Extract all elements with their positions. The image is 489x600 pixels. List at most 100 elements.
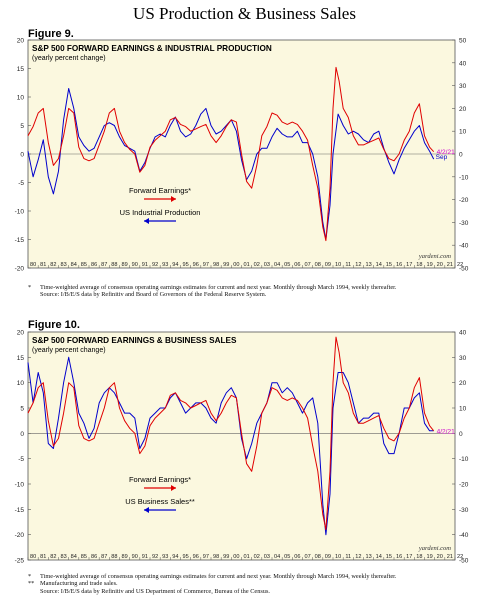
left-tick-label: -25 [15,558,25,565]
left-tick-label: -5 [18,180,24,187]
left-tick-label: -10 [15,482,25,489]
x-tick-label: 04 [274,262,280,268]
x-tick-label: 06 [294,262,300,268]
chart-title: S&P 500 FORWARD EARNINGS & BUSINESS SALE… [32,336,237,345]
footnote-text: Source: I/B/E/S data by Refinitiv and US… [40,587,270,595]
right-tick-label: -40 [459,243,469,250]
right-tick-label: -20 [459,197,469,204]
x-tick-label: 00 [233,554,239,560]
x-tick-label: 22 [457,262,463,268]
axes: -25-20-15-10-505101520-50-40-30-20-10010… [15,330,469,565]
x-tick-label: 20 [437,262,443,268]
legend-arrow-head [171,485,176,491]
right-tick-label: 20 [459,380,467,387]
footnote-mark: ** [28,580,35,588]
x-tick-label: 16 [396,554,402,560]
left-tick-label: -10 [15,209,25,216]
x-tick-label: 84 [71,262,77,268]
x-tick-label: 17 [406,262,412,268]
right-tick-label: 10 [459,406,467,413]
right-tick-label: -30 [459,220,469,227]
x-tick-label: 84 [71,554,77,560]
footnote-text: Time-weighted average of consensus opera… [40,284,397,291]
left-tick-label: 0 [20,431,24,438]
footnote-mark: * [28,573,32,580]
x-tick-label: 86 [91,262,97,268]
legend-label-forward-earnings: Forward Earnings* [129,186,191,195]
x-tick-label: 87 [101,262,107,268]
x-tick-label: 01 [243,554,249,560]
footnote: * Time-weighted average of consensus oper… [28,284,468,291]
right-tick-label: 40 [459,60,467,67]
chart-subtitle: (yearly percent change) [32,347,106,354]
latest-label: Sep [436,154,448,161]
x-tick-label: 07 [304,262,310,268]
x-tick-label: 17 [406,554,412,560]
left-tick-label: 20 [17,38,25,45]
left-tick-label: -20 [15,266,25,273]
left-tick-label: -15 [15,237,25,244]
figure-label: Figure 10. [28,319,80,331]
legend-arrow-head [171,196,176,202]
left-tick-label: -5 [18,456,24,463]
watermark: yardeni.com [418,545,451,552]
x-tick-label: 09 [325,554,331,560]
x-tick-label: 89 [121,554,127,560]
right-tick-label: 10 [459,129,467,136]
x-tick-label: 94 [172,262,178,268]
x-tick-label: 94 [172,554,178,560]
x-tick-label: 96 [193,262,199,268]
x-tick-label: 81 [40,262,46,268]
x-tick-label: 05 [284,554,290,560]
legend-label-second-series: US Industrial Production [120,208,201,217]
footnote: Source: I/B/E/S data by Refinitiv and Bo… [28,291,468,298]
footnote-text: Source: I/B/E/S data by Refinitiv and Bo… [40,291,267,299]
series-line-right [27,336,435,531]
x-tick-label: 80 [30,554,36,560]
x-tick-label: 09 [325,262,331,268]
x-tick-label: 13 [365,554,371,560]
right-tick-label: -10 [459,174,469,181]
x-tick-label: 91 [142,262,148,268]
series-line-right [27,66,435,242]
x-tick-label: 81 [40,554,46,560]
legend-label-second-series: US Business Sales** [125,497,195,506]
x-tick-label: 08 [315,262,321,268]
x-tick-label: 82 [50,554,56,560]
x-tick-label: 14 [376,262,382,268]
chart-business-sales: -25-20-15-10-505101520-50-40-30-20-10010… [15,330,469,565]
x-tick-label: 15 [386,554,392,560]
page-title: US Production & Business Sales [133,4,356,23]
left-tick-label: 0 [20,152,24,159]
x-tick-label: 80 [30,262,36,268]
x-tick-label: 02 [254,262,260,268]
footnotes: * Time-weighted average of consensus oper… [28,284,468,299]
series-line-left [27,356,434,536]
x-tick-label: 18 [416,554,422,560]
x-tick-label: 88 [111,554,117,560]
left-tick-label: 5 [20,406,24,413]
x-tick-label: 15 [386,262,392,268]
x-tick-label: 21 [447,262,453,268]
x-tick-label: 07 [304,554,310,560]
x-tick-label: 83 [60,554,66,560]
x-tick-label: 87 [101,554,107,560]
left-tick-label: 15 [17,355,25,362]
chart-title: S&P 500 FORWARD EARNINGS & INDUSTRIAL PR… [32,44,272,53]
left-tick-label: 15 [17,66,25,73]
x-tick-label: 02 [254,554,260,560]
plot-area [27,331,456,561]
left-tick-label: 10 [17,380,25,387]
right-tick-label: 20 [459,106,467,113]
x-tick-label: 93 [162,554,168,560]
x-tick-label: 16 [396,262,402,268]
right-tick-label: -20 [459,482,469,489]
x-tick-label: 89 [121,262,127,268]
footnote-text: Time-weighted average of consensus opera… [40,573,397,580]
x-tick-label: 18 [416,262,422,268]
chart-production: -20-15-10-505101520-50-40-30-20-10010203… [15,38,469,273]
x-tick-label: 19 [426,262,432,268]
x-tick-label: 95 [182,554,188,560]
x-tick-label: 03 [264,262,270,268]
right-tick-label: -30 [459,507,469,514]
